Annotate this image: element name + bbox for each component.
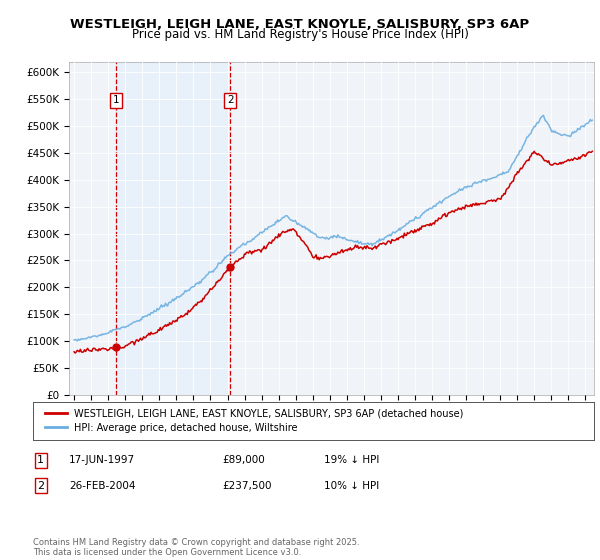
Text: WESTLEIGH, LEIGH LANE, EAST KNOYLE, SALISBURY, SP3 6AP: WESTLEIGH, LEIGH LANE, EAST KNOYLE, SALI… <box>70 18 530 31</box>
Text: £237,500: £237,500 <box>222 480 271 491</box>
Text: 2: 2 <box>227 95 233 105</box>
Bar <box>116 62 230 395</box>
Text: 26-FEB-2004: 26-FEB-2004 <box>69 480 136 491</box>
Text: 10% ↓ HPI: 10% ↓ HPI <box>324 480 379 491</box>
Text: £89,000: £89,000 <box>222 455 265 465</box>
Text: 2: 2 <box>37 480 44 491</box>
Legend: WESTLEIGH, LEIGH LANE, EAST KNOYLE, SALISBURY, SP3 6AP (detached house), HPI: Av: WESTLEIGH, LEIGH LANE, EAST KNOYLE, SALI… <box>43 405 467 436</box>
Text: 19% ↓ HPI: 19% ↓ HPI <box>324 455 379 465</box>
Text: 17-JUN-1997: 17-JUN-1997 <box>69 455 135 465</box>
Text: 1: 1 <box>113 95 119 105</box>
Text: 1: 1 <box>37 455 44 465</box>
Text: Contains HM Land Registry data © Crown copyright and database right 2025.
This d: Contains HM Land Registry data © Crown c… <box>33 538 359 557</box>
Text: Price paid vs. HM Land Registry's House Price Index (HPI): Price paid vs. HM Land Registry's House … <box>131 28 469 41</box>
